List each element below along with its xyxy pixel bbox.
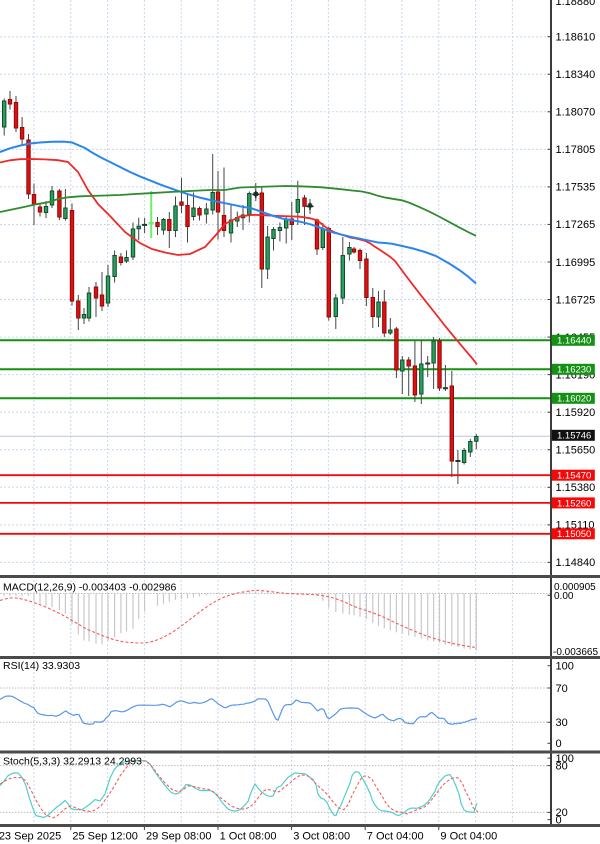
svg-text:1.15260: 1.15260 [557, 498, 591, 509]
svg-text:1.16020: 1.16020 [557, 394, 591, 405]
svg-text:1.15920: 1.15920 [556, 407, 596, 419]
svg-text:100: 100 [556, 661, 574, 673]
svg-text:1.15746: 1.15746 [557, 431, 591, 442]
svg-text:29 Sep 08:00: 29 Sep 08:00 [146, 831, 211, 843]
svg-text:25 Sep 12:00: 25 Sep 12:00 [72, 831, 137, 843]
svg-text:1.16230: 1.16230 [557, 365, 591, 376]
svg-text:70: 70 [556, 683, 568, 695]
svg-text:1.18880: 1.18880 [556, 0, 596, 8]
svg-text:0.00: 0.00 [554, 591, 574, 602]
svg-text:1.16725: 1.16725 [556, 294, 596, 306]
svg-text:20: 20 [556, 807, 568, 819]
svg-text:0: 0 [556, 738, 562, 750]
svg-text:1.14840: 1.14840 [556, 557, 596, 569]
svg-text:MACD(12,26,9) -0.003403 -0.002: MACD(12,26,9) -0.003403 -0.002986 [3, 582, 177, 594]
svg-text:1 Oct 08:00: 1 Oct 08:00 [220, 831, 277, 843]
svg-text:1.15050: 1.15050 [557, 529, 591, 540]
svg-text:1.15650: 1.15650 [556, 445, 596, 457]
svg-text:1.17535: 1.17535 [556, 182, 596, 194]
svg-text:1.15470: 1.15470 [557, 471, 591, 482]
svg-text:1.18610: 1.18610 [556, 32, 596, 44]
svg-text:1.16995: 1.16995 [556, 257, 596, 269]
svg-text:7 Oct 04:00: 7 Oct 04:00 [367, 831, 424, 843]
svg-text:RSI(14) 33.9303: RSI(14) 33.9303 [3, 660, 80, 672]
svg-text:1.17805: 1.17805 [556, 144, 596, 156]
svg-text:1.18340: 1.18340 [556, 69, 596, 81]
svg-text:1.16440: 1.16440 [557, 336, 591, 347]
svg-text:30: 30 [556, 717, 568, 729]
svg-text:Stoch(5,3,3) 32.2913 24.2993: Stoch(5,3,3) 32.2913 24.2993 [3, 756, 142, 768]
svg-text:1.18070: 1.18070 [556, 107, 596, 119]
svg-text:80: 80 [556, 760, 568, 772]
svg-text:3 Oct 08:00: 3 Oct 08:00 [293, 831, 350, 843]
svg-text:1.17265: 1.17265 [556, 219, 596, 231]
svg-text:0: 0 [556, 814, 562, 826]
svg-text:9 Oct 04:00: 9 Oct 04:00 [440, 831, 497, 843]
svg-text:23 Sep 2025: 23 Sep 2025 [0, 831, 61, 843]
svg-text:100: 100 [556, 753, 574, 765]
svg-text:-0.003665: -0.003665 [553, 647, 598, 658]
svg-text:0.000905: 0.000905 [554, 582, 596, 593]
svg-text:1.15380: 1.15380 [556, 482, 596, 494]
